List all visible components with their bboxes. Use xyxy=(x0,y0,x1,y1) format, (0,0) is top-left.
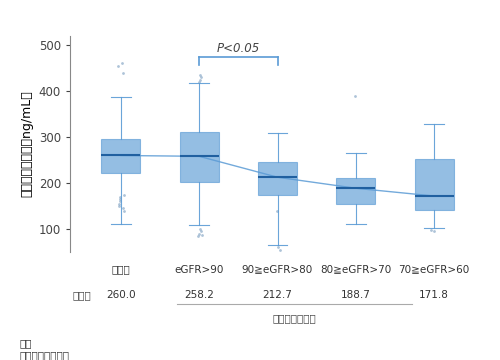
Text: eGFR>90: eGFR>90 xyxy=(174,265,224,275)
Text: 80≧eGFR>70: 80≧eGFR>70 xyxy=(320,265,392,275)
Text: 中央値: 中央値 xyxy=(72,290,92,300)
Bar xyxy=(102,139,140,173)
Text: 171.8: 171.8 xyxy=(419,290,449,300)
Bar xyxy=(414,159,454,210)
Bar xyxy=(180,132,219,182)
Text: 188.7: 188.7 xyxy=(341,290,370,300)
Text: 健常人: 健常人 xyxy=(112,265,130,275)
Text: 90≧eGFR>80: 90≧eGFR>80 xyxy=(242,265,313,275)
Text: 70≧eGFR>60: 70≧eGFR>60 xyxy=(398,265,469,275)
Bar xyxy=(336,179,376,204)
Text: 212.7: 212.7 xyxy=(262,290,292,300)
Text: 260.0: 260.0 xyxy=(106,290,136,300)
Y-axis label: ウロモジュリン（ng/mL）: ウロモジュリン（ng/mL） xyxy=(20,91,33,197)
Text: P<0.05: P<0.05 xyxy=(216,42,260,55)
Bar xyxy=(258,162,297,194)
Text: 258.2: 258.2 xyxy=(184,290,214,300)
Text: 提供
㈱レノプロテクト: 提供 ㈱レノプロテクト xyxy=(20,338,70,360)
Text: 慢性腎臓病患者: 慢性腎臓病患者 xyxy=(273,313,316,323)
